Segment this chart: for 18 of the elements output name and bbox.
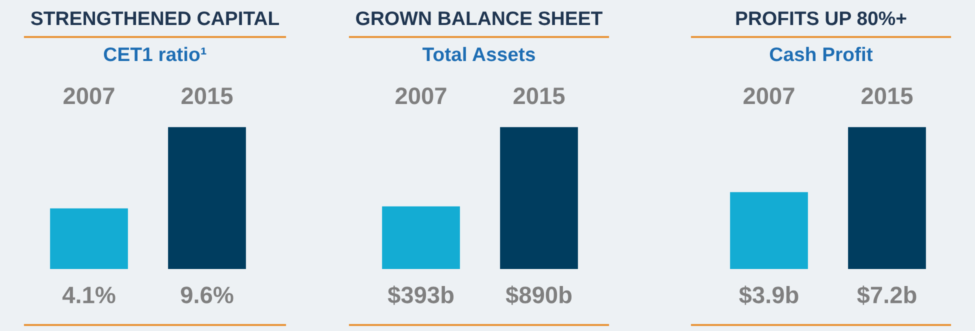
x-tick-label: 2007	[744, 88, 794, 104]
chart-title: STRENGTHENED CAPITAL	[30, 11, 279, 26]
x-tick-label: 2015	[182, 88, 233, 104]
x-tick-label: 2007	[396, 88, 446, 104]
chart-title: GROWN BALANCE SHEET	[356, 11, 602, 26]
data-label: $3.9b	[739, 286, 798, 305]
chart-subtitle: CET1 ratio¹	[104, 46, 206, 62]
chart-subtitle: Cash Profit	[770, 46, 873, 62]
chart-title: PROFITS UP 80%+	[736, 11, 906, 26]
data-label: 4.1%	[62, 286, 116, 304]
data-label: $7.2b	[857, 286, 916, 305]
data-label: 9.6%	[180, 286, 234, 304]
x-tick-label: 2015	[514, 88, 565, 104]
data-label: $393b	[388, 286, 454, 305]
x-tick-label: 2015	[862, 88, 913, 104]
x-tick-label: 2007	[64, 88, 114, 104]
data-label: $890b	[506, 286, 572, 305]
chart-subtitle: Total Assets	[422, 46, 535, 62]
